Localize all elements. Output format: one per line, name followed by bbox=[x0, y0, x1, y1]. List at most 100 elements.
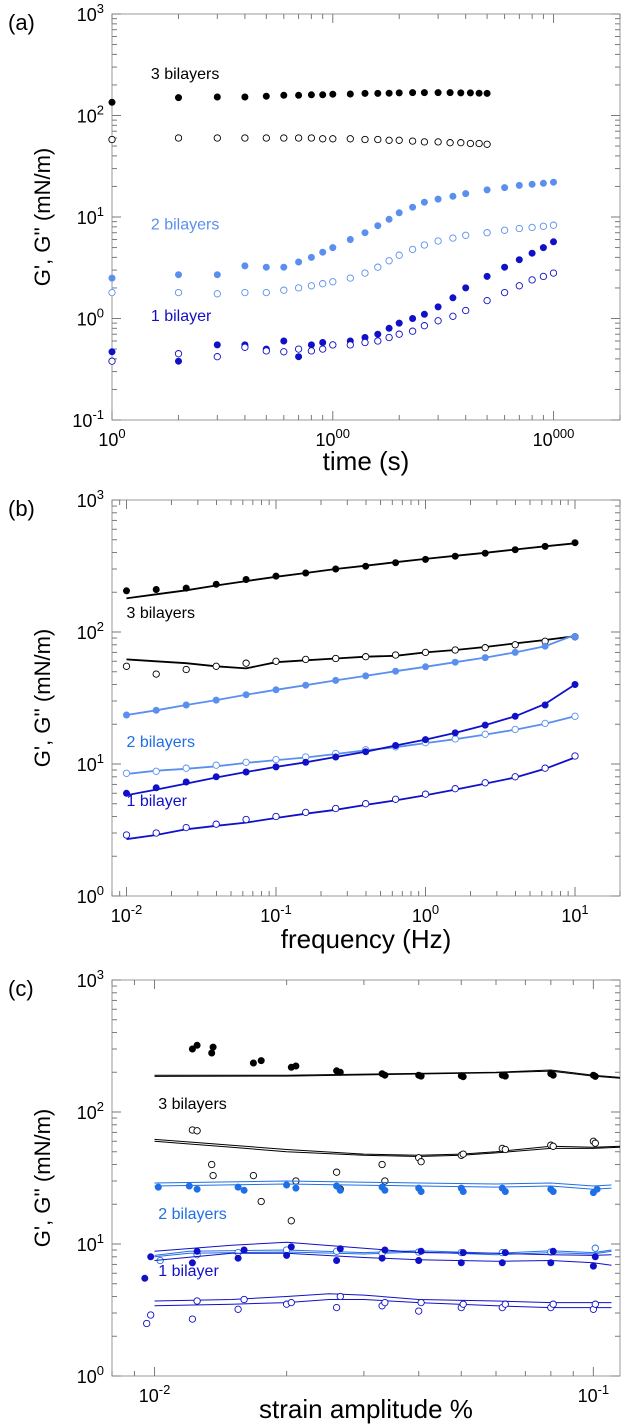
data-point bbox=[549, 221, 558, 229]
data-point bbox=[234, 1254, 242, 1262]
data-point bbox=[108, 348, 116, 356]
data-point bbox=[295, 91, 303, 99]
data-point bbox=[307, 347, 316, 355]
data-point bbox=[511, 712, 519, 720]
tick-base: 10 bbox=[72, 411, 92, 431]
data-point bbox=[182, 823, 190, 832]
data-point bbox=[381, 1177, 389, 1185]
tick-base: 10 bbox=[77, 971, 97, 991]
data-point bbox=[421, 648, 430, 657]
series-1-bilayer-loss bbox=[108, 269, 558, 365]
data-point bbox=[242, 691, 250, 699]
data-point bbox=[420, 322, 429, 330]
y-axis-title: G', G'' (mN/m) bbox=[30, 148, 55, 286]
data-point bbox=[451, 646, 459, 654]
data-point bbox=[212, 696, 220, 704]
data-point bbox=[549, 1300, 557, 1308]
series-label-3-bilayers: 3 bilayers bbox=[151, 66, 219, 83]
data-point bbox=[294, 284, 303, 292]
data-point bbox=[122, 831, 131, 839]
data-point bbox=[539, 244, 547, 252]
data-point bbox=[571, 680, 579, 688]
panel-label: (c) bbox=[8, 976, 34, 1001]
data-point bbox=[332, 1303, 341, 1312]
data-point bbox=[434, 317, 442, 325]
data-point bbox=[262, 263, 270, 271]
data-point bbox=[417, 1072, 425, 1080]
tick-base: 10 bbox=[77, 755, 97, 775]
data-point bbox=[459, 1300, 467, 1308]
data-point bbox=[457, 89, 465, 97]
data-point bbox=[307, 253, 315, 261]
tick-base: 10 bbox=[77, 623, 97, 643]
tick-exponent: 2 bbox=[97, 1099, 104, 1114]
data-point bbox=[408, 245, 417, 254]
series-label-3-bilayers: 3 bilayers bbox=[158, 1096, 226, 1113]
series-1-bilayer-storage bbox=[141, 1241, 612, 1282]
data-point bbox=[466, 139, 475, 148]
data-point bbox=[421, 555, 429, 563]
data-point bbox=[295, 258, 303, 266]
data-point bbox=[262, 134, 270, 142]
data-point bbox=[302, 569, 310, 577]
data-point bbox=[420, 310, 428, 318]
series-label-2-bilayers: 2 bilayers bbox=[158, 1206, 226, 1223]
data-point bbox=[240, 1186, 248, 1194]
data-point bbox=[280, 348, 288, 356]
x-tick-label: 10-2 bbox=[111, 902, 143, 926]
tick-exponent: 1 bbox=[97, 1231, 104, 1246]
data-point bbox=[213, 93, 221, 101]
data-point bbox=[336, 1068, 344, 1076]
data-point bbox=[528, 180, 536, 188]
plot-frame bbox=[111, 499, 621, 897]
panel-label: (b) bbox=[8, 496, 35, 521]
data-point bbox=[182, 778, 190, 786]
data-point bbox=[319, 248, 327, 256]
data-point bbox=[446, 139, 454, 147]
data-point bbox=[147, 1253, 155, 1261]
data-point bbox=[174, 134, 183, 142]
series-3-bilayers-storage bbox=[123, 539, 579, 600]
data-point bbox=[385, 136, 393, 144]
data-point bbox=[242, 768, 250, 776]
data-point bbox=[240, 1246, 248, 1254]
data-point bbox=[420, 198, 428, 206]
data-point bbox=[241, 288, 249, 297]
series-3-bilayers-storage bbox=[154, 1041, 621, 1081]
series-label-3-bilayers: 3 bilayers bbox=[126, 605, 194, 622]
x-tick-label: 10000 bbox=[533, 426, 575, 450]
data-point bbox=[434, 138, 442, 146]
data-point bbox=[381, 1186, 389, 1194]
data-point bbox=[123, 711, 131, 719]
data-point bbox=[541, 719, 549, 728]
x-tick-label: 10-2 bbox=[139, 1382, 171, 1406]
data-point bbox=[242, 815, 250, 824]
data-point bbox=[385, 324, 393, 332]
series-label-2-bilayers: 2 bilayers bbox=[126, 734, 194, 751]
series-label-1-bilayer: 1 bilayer bbox=[151, 308, 212, 325]
data-point bbox=[591, 1244, 599, 1252]
data-point bbox=[392, 559, 400, 567]
data-point bbox=[420, 241, 429, 249]
data-point bbox=[182, 584, 190, 592]
data-point bbox=[541, 764, 549, 772]
data-point bbox=[208, 1049, 216, 1057]
data-point bbox=[381, 1246, 389, 1254]
data-point bbox=[280, 286, 288, 294]
data-point bbox=[302, 655, 310, 664]
data-point bbox=[332, 804, 340, 813]
data-point bbox=[208, 1160, 216, 1169]
data-point bbox=[319, 338, 327, 346]
data-point bbox=[292, 1184, 300, 1192]
data-point bbox=[272, 657, 280, 665]
data-point bbox=[449, 234, 457, 242]
data-point bbox=[591, 1300, 599, 1308]
tick-exponent: 3 bbox=[97, 487, 104, 502]
data-point bbox=[481, 730, 489, 738]
data-point bbox=[591, 1072, 599, 1080]
tick-base: 10 bbox=[77, 887, 97, 907]
fit-line bbox=[154, 1138, 621, 1156]
fit-line bbox=[126, 683, 576, 797]
data-point bbox=[242, 758, 250, 766]
data-point bbox=[385, 215, 393, 223]
